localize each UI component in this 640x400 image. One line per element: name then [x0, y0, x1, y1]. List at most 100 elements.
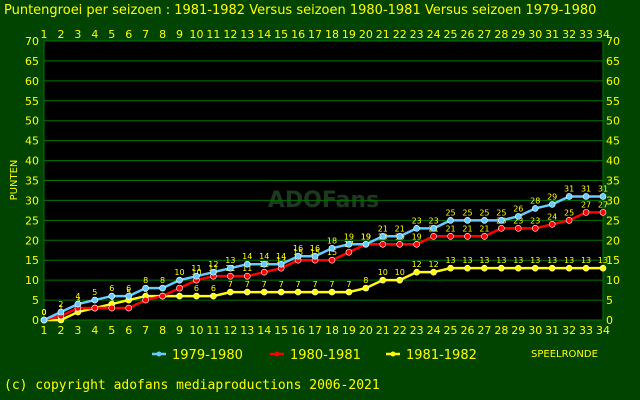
data-label: 11: [242, 264, 252, 273]
data-label: 7: [346, 280, 351, 289]
x-tick-label: 12: [223, 324, 237, 337]
data-label: 13: [598, 256, 608, 265]
x-tick-label: 4: [91, 28, 98, 41]
data-label: 5: [92, 288, 97, 297]
data-point: [243, 260, 251, 268]
data-point: [125, 292, 132, 300]
x-tick-label: 33: [579, 28, 593, 41]
data-point: [447, 217, 454, 224]
data-label: 13: [462, 256, 472, 265]
x-tick-label: 9: [176, 28, 183, 41]
legend-swatch-marker: [156, 351, 162, 357]
data-point: [328, 256, 336, 264]
y-tick-label: 65: [606, 55, 620, 68]
data-point: [91, 304, 99, 312]
data-label: 13: [581, 256, 591, 265]
data-label: 3: [126, 296, 131, 305]
data-label: 13: [496, 256, 506, 265]
y-tick-label: 35: [606, 175, 620, 188]
data-label: 7: [245, 280, 250, 289]
y-tick-label: 50: [606, 115, 620, 128]
x-tick-label: 21: [376, 28, 390, 41]
x-tick-label: 2: [57, 324, 64, 337]
data-label: 5: [143, 288, 148, 297]
data-point: [345, 240, 353, 248]
data-point: [260, 260, 268, 268]
legend: 1979-1980 1980-1981 1981-1982: [152, 348, 477, 363]
data-point: [447, 233, 454, 240]
data-point: [531, 205, 539, 212]
data-point: [565, 193, 573, 200]
gridlines: [43, 40, 604, 321]
data-label: 15: [327, 248, 337, 257]
data-label: 31: [581, 184, 591, 193]
data-point: [515, 264, 522, 272]
y-tick-label: 55: [606, 95, 620, 108]
x-tick-label: 10: [189, 324, 203, 337]
x-tick-label: 8: [159, 28, 166, 41]
x-tick-label: 3: [74, 324, 81, 337]
data-point: [176, 276, 183, 284]
data-point: [362, 240, 370, 248]
data-label: 21: [378, 224, 388, 233]
data-point: [57, 308, 65, 316]
series-group: 0023456666677777777810101212131313131313…: [40, 184, 608, 324]
x-tick-label: 26: [460, 324, 474, 337]
data-point: [379, 276, 387, 284]
data-label: 7: [296, 280, 301, 289]
data-point: [311, 288, 319, 296]
data-label: 28: [530, 196, 540, 205]
y-axis-right: 0 5 10 15 20 25 30 35 40 45 50 55 60 65 70: [606, 35, 620, 327]
data-point: [396, 233, 404, 240]
legend-label: 1979-1980: [172, 348, 243, 363]
data-label: 25: [564, 208, 574, 217]
x-tick-label: 31: [545, 324, 559, 337]
y-tick-label: 45: [25, 135, 39, 148]
y-tick-label: 20: [606, 234, 620, 247]
data-label: 0: [41, 308, 46, 317]
data-point: [481, 233, 488, 240]
data-label: 5: [126, 288, 131, 297]
x-tick-label: 11: [206, 324, 220, 337]
data-label: 12: [429, 260, 439, 269]
data-label: 7: [228, 280, 233, 289]
chart-title: Puntengroei per seizoen : 1981-1982 Vers…: [4, 3, 596, 18]
data-point: [142, 296, 149, 304]
data-label: 13: [276, 256, 286, 265]
data-point: [159, 292, 166, 300]
data-label: 31: [598, 184, 608, 193]
data-label: 25: [496, 208, 506, 217]
data-label: 7: [279, 280, 284, 289]
x-tick-label: 6: [125, 28, 132, 41]
legend-swatch-marker: [390, 351, 396, 357]
data-label: 19: [361, 232, 371, 241]
x-tick-label: 23: [410, 324, 424, 337]
data-label: 16: [293, 244, 303, 253]
x-tick-label: 5: [108, 28, 115, 41]
x-tick-label: 27: [477, 28, 491, 41]
data-point: [345, 248, 353, 256]
data-label: 1: [58, 304, 63, 313]
data-point: [125, 304, 132, 312]
y-tick-label: 0: [32, 314, 39, 327]
x-axis-top: 1 2 3 4 5 6 7 8 9 10 11 12 13 14 15 16 17 18 19 20 21 22 23 24 2…: [41, 28, 611, 41]
y-tick-label: 35: [25, 175, 39, 188]
data-point: [277, 288, 285, 296]
data-label: 13: [479, 256, 489, 265]
series-line: [44, 266, 603, 322]
x-tick-label: 13: [240, 324, 254, 337]
data-label: 19: [344, 232, 354, 241]
plot-border: [43, 40, 604, 321]
data-label: 18: [327, 236, 337, 245]
data-label: 2: [58, 300, 63, 309]
data-label: 0: [41, 308, 46, 317]
x-tick-label: 8: [159, 324, 166, 337]
data-label: 21: [462, 224, 472, 233]
x-tick-label: 34: [596, 324, 610, 337]
y-tick-label: 25: [606, 214, 620, 227]
data-label: 25: [462, 208, 472, 217]
y-tick-label: 5: [32, 294, 39, 307]
y-tick-label: 45: [606, 135, 620, 148]
data-label: 25: [445, 208, 455, 217]
